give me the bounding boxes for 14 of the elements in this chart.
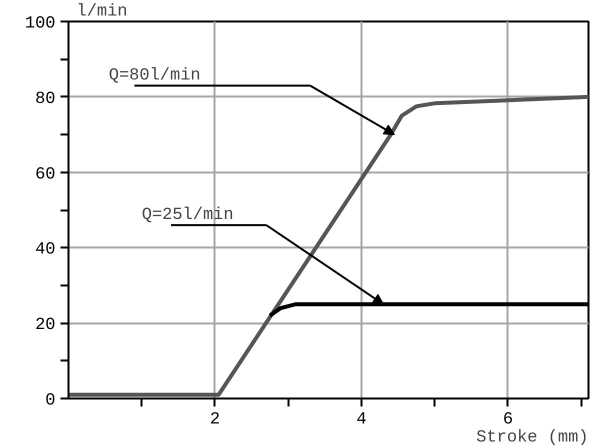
x-axis-title: Stroke (mm): [476, 428, 588, 447]
y-tick-label: 60: [35, 165, 56, 184]
annotation: Q=80l/min: [108, 66, 201, 86]
x-tick-label: 6: [502, 410, 514, 430]
x-tick-label: 2: [210, 410, 220, 430]
y-tick-label: 0: [45, 392, 56, 410]
y-tick-label: 40: [35, 240, 56, 260]
x-tick-label: 4: [356, 410, 367, 430]
y-axis-title: l/min: [76, 2, 128, 22]
annotation: Q=25l/min: [142, 206, 234, 226]
y-tick-label: 80: [35, 90, 56, 109]
line-series: [68, 94, 588, 397]
y-tick-label: 100: [24, 14, 56, 34]
y-tick-label: 20: [35, 316, 56, 336]
